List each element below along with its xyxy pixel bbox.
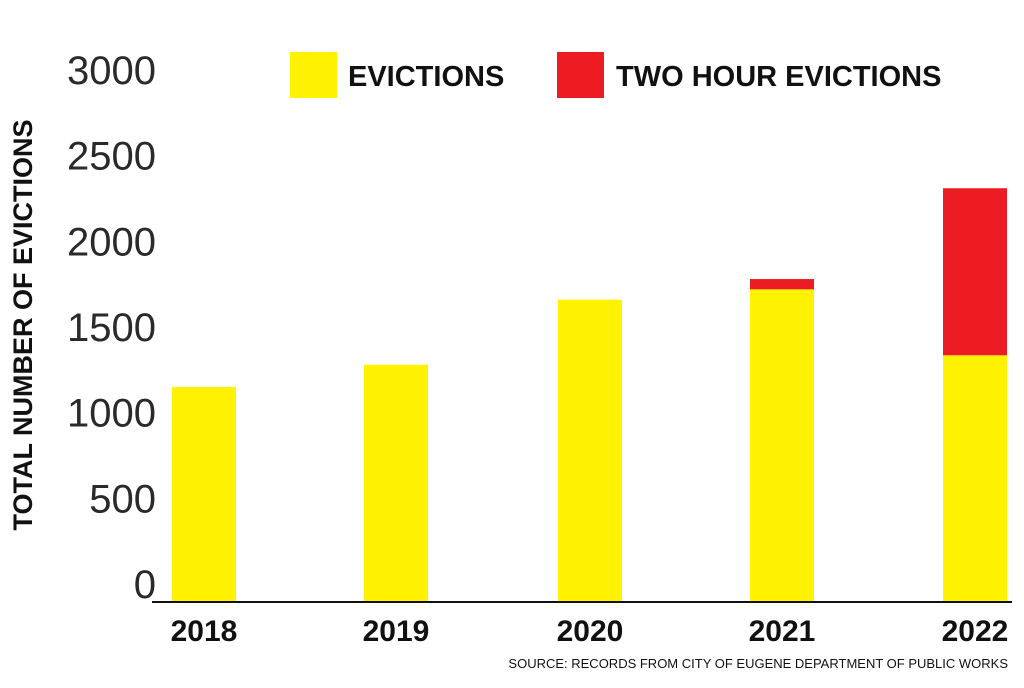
y-tick-label: 0 xyxy=(134,563,156,607)
y-axis-ticks: 0 500 1000 1500 2000 2500 3000 xyxy=(67,49,156,607)
legend: EVICTIONS TWO HOUR EVICTIONS xyxy=(290,52,941,98)
bar-evictions xyxy=(172,386,236,602)
legend-swatch xyxy=(290,52,337,98)
bar-evictions xyxy=(558,299,622,602)
bar-two-hour-evictions xyxy=(750,279,814,290)
x-category-label: 2022 xyxy=(942,615,1009,648)
y-tick-label: 2500 xyxy=(67,135,156,179)
x-category-label: 2021 xyxy=(749,615,816,648)
x-category-label: 2019 xyxy=(363,615,430,648)
y-tick-label: 2000 xyxy=(67,220,156,264)
legend-label: EVICTIONS xyxy=(348,61,504,93)
y-tick-label: 1000 xyxy=(67,392,156,436)
x-category-label: 2020 xyxy=(557,615,624,648)
bar-two-hour-evictions xyxy=(943,188,1007,356)
bar-evictions xyxy=(364,364,428,602)
bar-evictions xyxy=(750,289,814,602)
y-tick-label: 500 xyxy=(89,477,156,521)
y-axis-label: TOTAL NUMBER OF EVICTIONS xyxy=(8,119,38,530)
y-tick-label: 1500 xyxy=(67,306,156,350)
y-tick-label: 3000 xyxy=(67,49,156,93)
bar-evictions xyxy=(943,355,1007,602)
x-axis-categories: 2018 2019 2020 2021 2022 xyxy=(171,615,1009,648)
legend-swatch xyxy=(557,52,604,98)
x-category-label: 2018 xyxy=(171,615,238,648)
bars xyxy=(172,188,1007,602)
legend-label: TWO HOUR EVICTIONS xyxy=(616,61,941,93)
source-note: SOURCE: RECORDS FROM CITY OF EUGENE DEPA… xyxy=(508,656,1008,671)
